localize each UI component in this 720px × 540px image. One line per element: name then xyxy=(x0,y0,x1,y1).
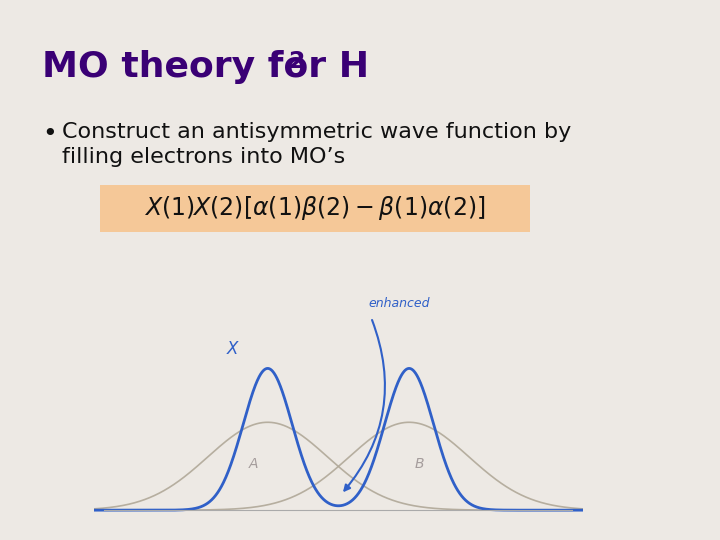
Text: $X(1)X(2)\left[\alpha(1)\beta(2) - \beta(1)\alpha(2)\right]$: $X(1)X(2)\left[\alpha(1)\beta(2) - \beta… xyxy=(144,194,486,222)
Text: Construct an antisymmetric wave function by: Construct an antisymmetric wave function… xyxy=(62,122,571,142)
Text: X: X xyxy=(227,340,238,358)
Text: MO theory for H: MO theory for H xyxy=(42,50,369,84)
Text: B: B xyxy=(415,457,424,471)
FancyBboxPatch shape xyxy=(100,185,530,232)
Text: 2: 2 xyxy=(288,50,305,73)
Text: enhanced: enhanced xyxy=(369,298,430,310)
Text: filling electrons into MO’s: filling electrons into MO’s xyxy=(62,147,346,167)
Text: A: A xyxy=(248,457,258,471)
Text: •: • xyxy=(42,122,57,146)
